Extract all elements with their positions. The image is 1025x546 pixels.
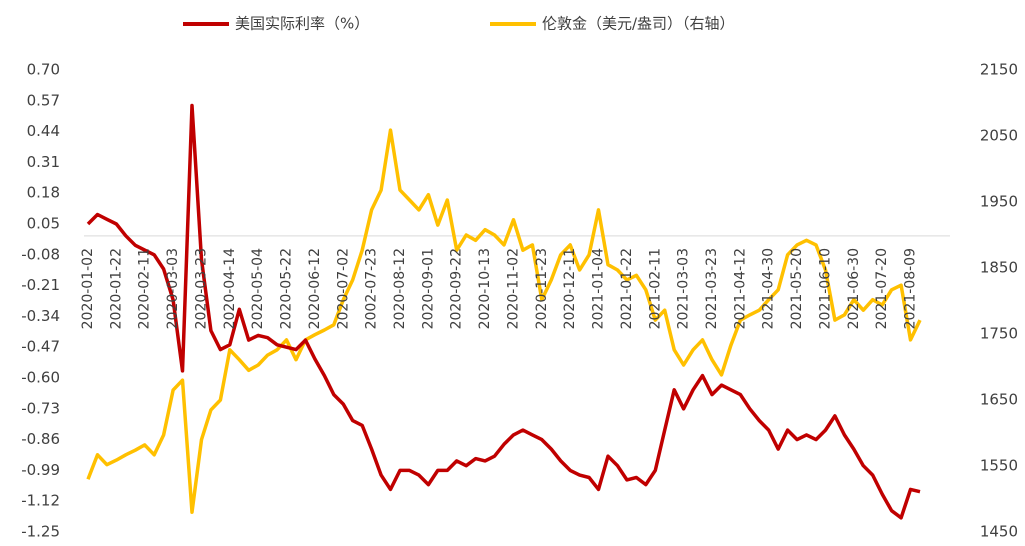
x-tick-label: 2020-01-02	[80, 248, 96, 329]
x-tick-label: 2020-11-23	[534, 248, 550, 329]
y-tick-label: -0.99	[21, 461, 60, 479]
x-tick-label: 2021-01-22	[619, 248, 635, 329]
y-tick-label: 0.44	[27, 122, 60, 140]
y2-tick-label: 1750	[980, 325, 1018, 343]
x-tick-label: 2021-08-09	[903, 248, 919, 329]
legend-label: 伦敦金（美元/盎司）（右轴）	[542, 15, 735, 33]
x-tick-label: 2020-01-22	[108, 248, 124, 329]
x-tick-label: 2021-07-20	[874, 248, 890, 329]
x-tick-label: 2002-07-23	[364, 248, 380, 329]
y-tick-label: -0.60	[21, 369, 60, 387]
y-tick-label: 0.05	[27, 215, 60, 233]
x-tick-label: 2021-02-11	[647, 248, 663, 329]
x-tick-label: 2020-03-03	[165, 248, 181, 329]
x-tick-label: 2021-06-10	[817, 248, 833, 329]
y2-tick-label: 2150	[980, 61, 1018, 79]
series-line	[86, 103, 921, 520]
x-tick-label: 2021-01-04	[591, 248, 607, 329]
x-tick-label: 2021-06-30	[846, 248, 862, 329]
y-tick-label: -0.08	[21, 245, 60, 263]
y-tick-label: 0.31	[27, 153, 60, 171]
y-tick-label: -0.73	[21, 399, 60, 417]
y-tick-label: -0.34	[21, 307, 60, 325]
y2-tick-label: 1550	[980, 457, 1018, 475]
x-tick-label: 2020-02-11	[137, 248, 153, 329]
x-tick-label: 2021-05-20	[789, 248, 805, 329]
x-tick-label: 2020-07-02	[335, 248, 351, 329]
y-tick-label: 0.70	[27, 61, 60, 79]
x-tick-label: 2020-05-22	[279, 248, 295, 329]
x-tick-label: 2021-03-23	[704, 248, 720, 329]
y2-tick-label: 1850	[980, 259, 1018, 277]
x-tick-label: 2020-10-13	[477, 248, 493, 329]
y2-tick-label: 1450	[980, 523, 1018, 541]
x-tick-label: 2020-11-02	[505, 248, 521, 329]
x-tick-label: 2021-04-12	[732, 248, 748, 329]
x-tick-label: 2020-09-01	[420, 248, 436, 329]
x-tick-label: 2020-03-23	[193, 248, 209, 329]
x-tick-label: 2021-03-03	[676, 248, 692, 329]
x-tick-label: 2020-08-12	[392, 248, 408, 329]
x-tick-label: 2020-09-22	[449, 248, 465, 329]
y-tick-label: -1.25	[21, 523, 60, 541]
y-tick-label: 0.18	[27, 184, 60, 202]
y-tick-label: -0.47	[21, 338, 60, 356]
x-tick-label: 2021-04-30	[761, 248, 777, 329]
y2-tick-label: 1650	[980, 391, 1018, 409]
y-tick-label: -0.21	[21, 276, 60, 294]
series-line	[86, 128, 922, 514]
legend-label: 美国实际利率（%）	[235, 15, 369, 33]
x-tick-label: 2020-05-04	[250, 248, 266, 329]
x-tick-label: 2020-06-12	[307, 248, 323, 329]
y-tick-label: -0.86	[21, 430, 60, 448]
x-tick-label: 2020-12-11	[562, 248, 578, 329]
y-tick-label: -1.12	[21, 492, 60, 510]
y2-tick-label: 1950	[980, 193, 1018, 211]
y-tick-label: 0.57	[27, 91, 60, 109]
y2-tick-label: 2050	[980, 127, 1018, 145]
x-tick-label: 2020-04-14	[222, 248, 238, 329]
